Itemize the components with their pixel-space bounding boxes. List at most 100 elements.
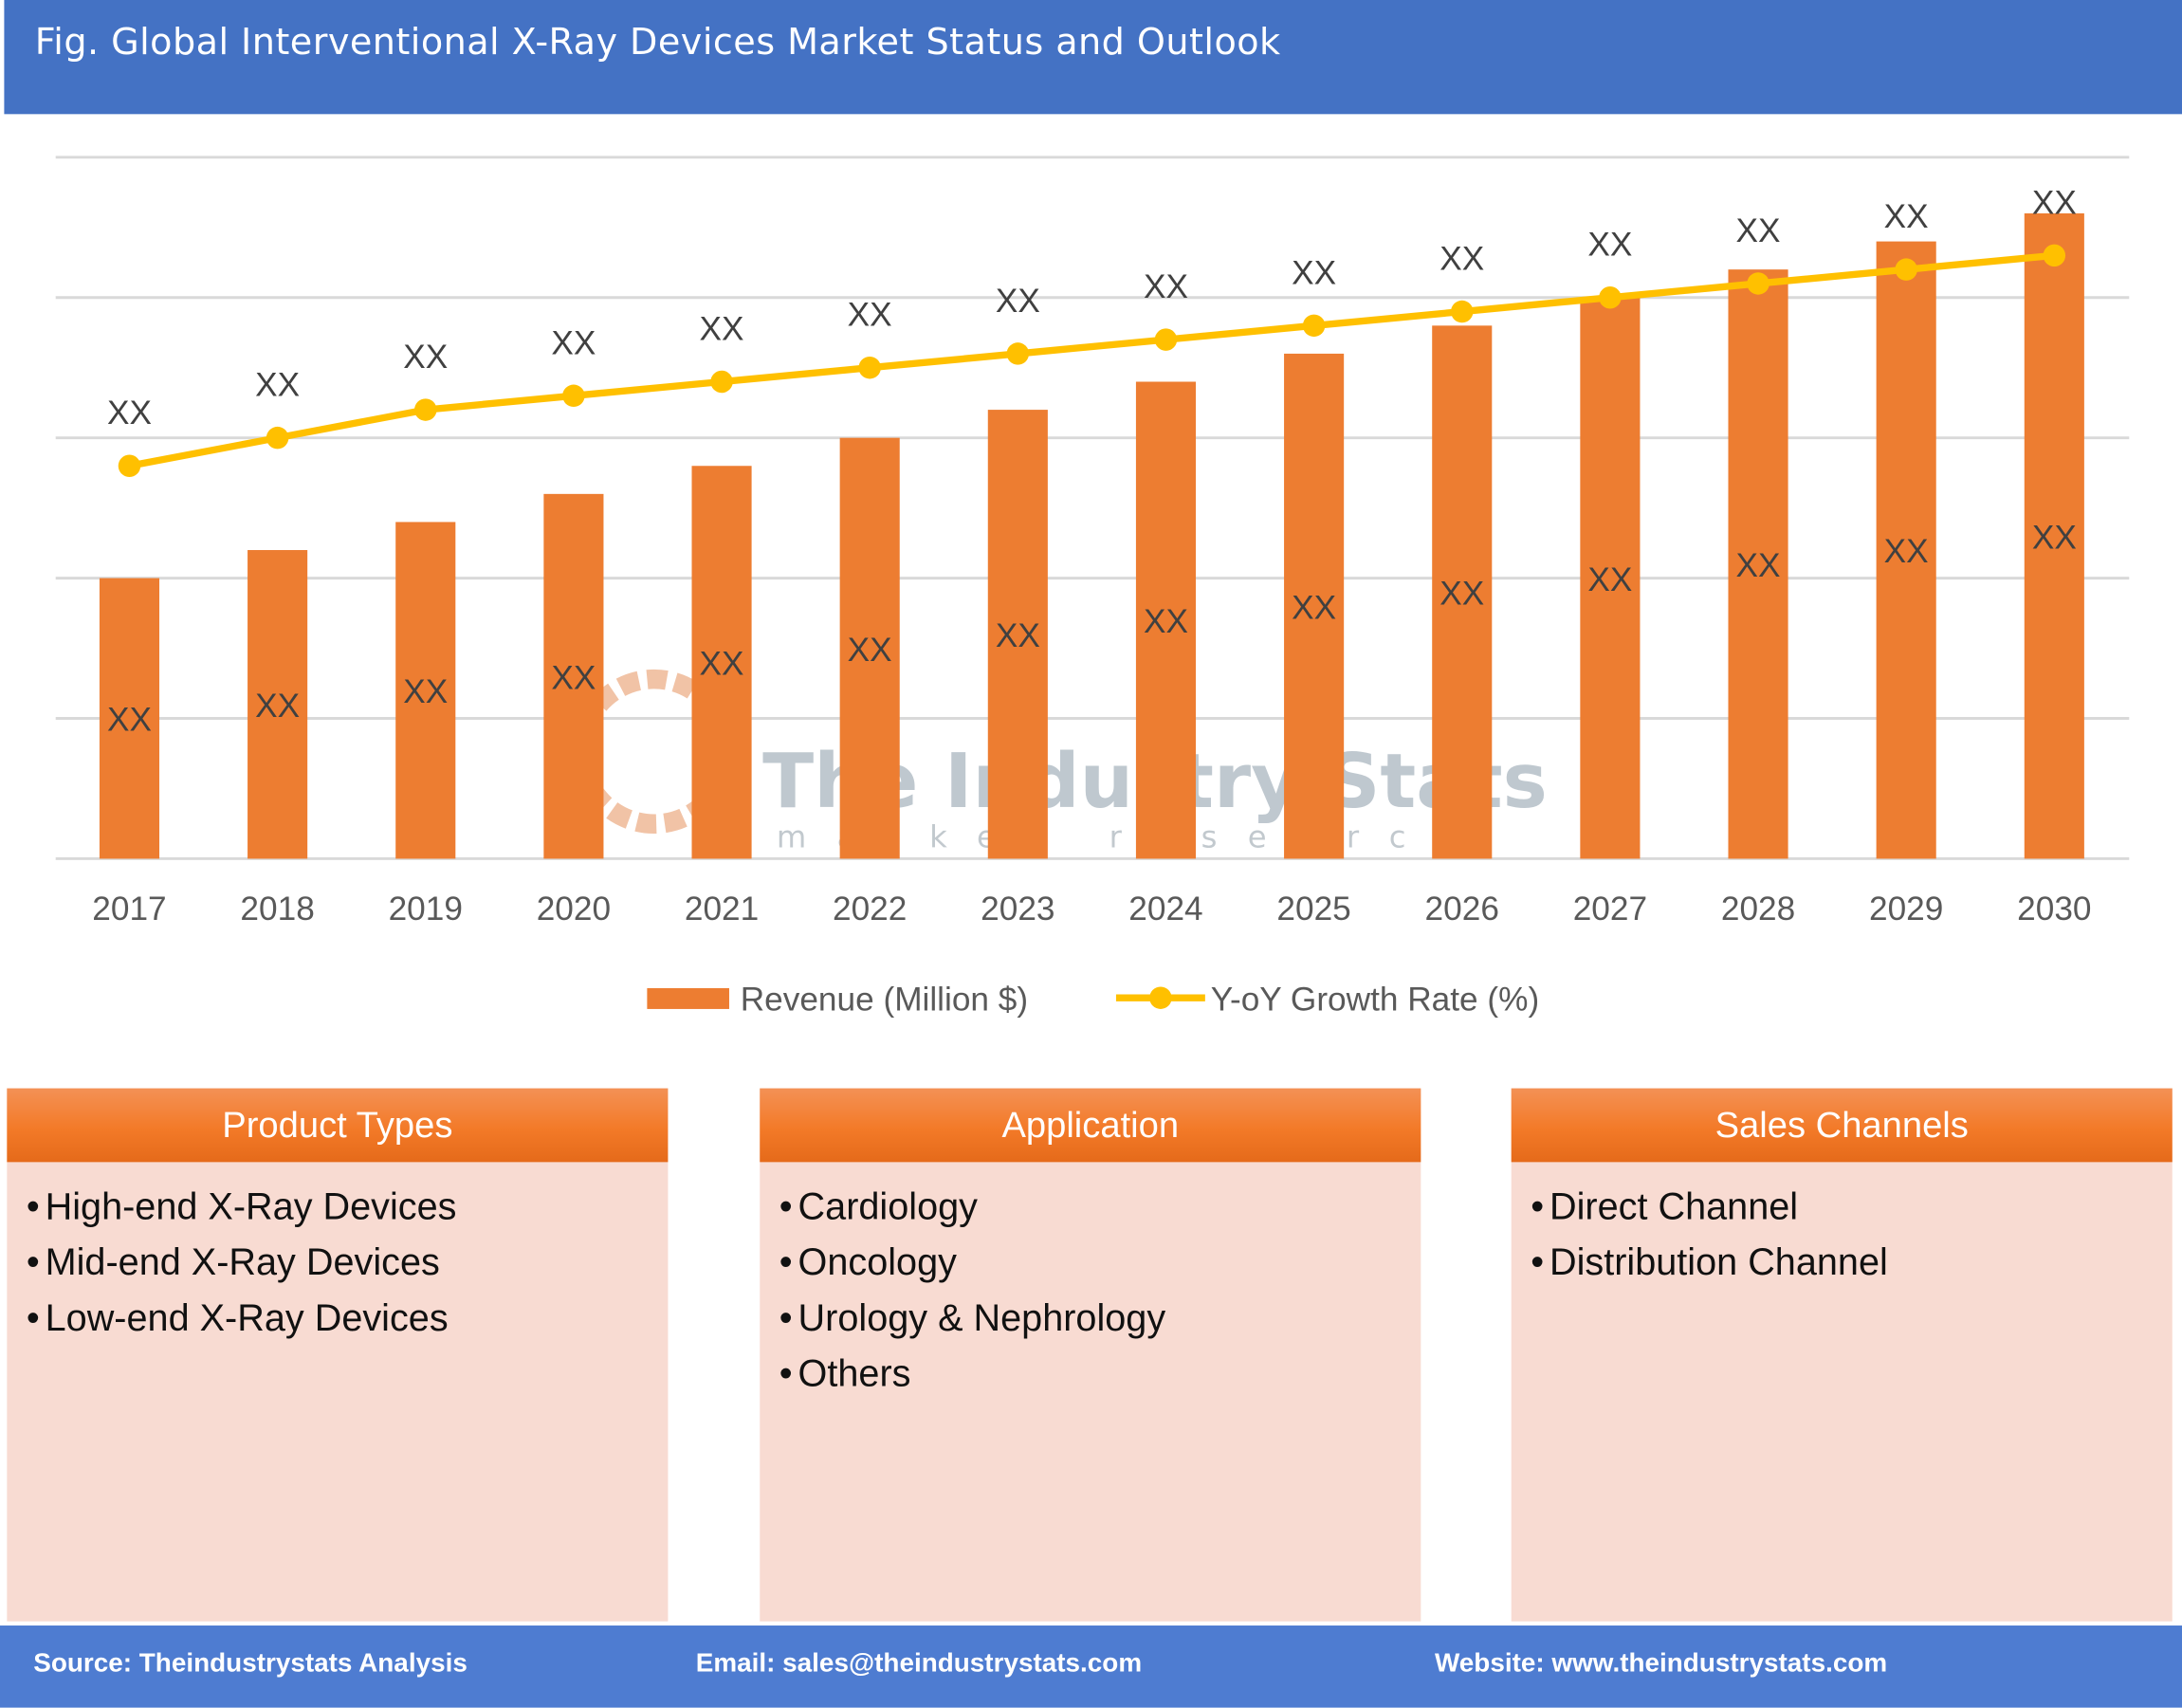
line-point-2028 (1747, 272, 1769, 295)
panel-application: Application Cardiology Oncology Urology … (760, 1088, 1421, 1622)
legend-marker-growth (1149, 986, 1172, 1009)
line-data-label: XX (700, 310, 744, 347)
bar-2022 (839, 437, 900, 859)
chart: The Industry Statsmarket researchXXXXXXX… (55, 156, 2130, 1018)
line-point-2030 (2043, 244, 2066, 267)
bar-data-label: XX (1736, 547, 1781, 584)
bar-data-label: XX (996, 617, 1040, 654)
bar-2028 (1728, 269, 1788, 859)
list-item: Cardiology (779, 1179, 1421, 1235)
bar-2026 (1432, 325, 1493, 859)
legend-label-growth: Y-oY Growth Rate (%) (1211, 981, 1539, 1018)
list-item: Others (779, 1346, 1421, 1402)
line-point-2024 (1154, 328, 1178, 351)
line-point-2027 (1599, 286, 1622, 309)
line-point-2021 (710, 370, 733, 394)
line-data-label: XX (403, 339, 448, 376)
line-point-2018 (266, 426, 289, 450)
line-point-2019 (414, 398, 437, 421)
bar-data-label: XX (848, 632, 892, 669)
bar-data-label: XX (107, 702, 152, 739)
bar-data-label: XX (255, 688, 300, 725)
panel-title: Application (760, 1088, 1421, 1163)
line-data-label: XX (107, 395, 152, 432)
bar-2025 (1284, 353, 1345, 859)
bar-data-label: XX (403, 673, 448, 710)
list-item: High-end X-Ray Devices (27, 1179, 669, 1235)
bar-data-label: XX (551, 659, 596, 696)
line-data-label: XX (1439, 241, 1484, 278)
bar-2021 (691, 466, 752, 859)
footer-website[interactable]: Website: www.theindustrystats.com (1434, 1648, 1888, 1679)
line-point-2020 (562, 384, 585, 408)
page-title: Fig. Global Interventional X-Ray Devices… (34, 22, 1281, 64)
line-point-2022 (858, 356, 881, 379)
bar-data-label: XX (700, 646, 744, 683)
bar-data-label: XX (1587, 561, 1632, 598)
line-point-2023 (1006, 342, 1030, 365)
growth-line (128, 251, 2055, 469)
footer-email[interactable]: Email: sales@theindustrystats.com (695, 1648, 1143, 1679)
x-tick-label: 2027 (1573, 891, 1647, 927)
bar-2024 (1135, 381, 1197, 859)
line-point-2026 (1451, 300, 1474, 323)
x-tick-label: 2030 (2017, 891, 2091, 927)
line-data-label: XX (848, 297, 892, 334)
x-tick-label: 2022 (833, 891, 907, 927)
bar-2029 (1876, 241, 1936, 859)
panel-title: Sales Channels (1511, 1088, 2173, 1163)
line-data-label: XX (255, 367, 300, 404)
x-tick-label: 2023 (981, 891, 1054, 927)
x-tick-label: 2019 (389, 891, 463, 927)
line-data-label: XX (1736, 212, 1781, 249)
bar-data-label: XX (1439, 576, 1484, 613)
bar-2018 (248, 550, 308, 859)
line-point-2025 (1302, 314, 1326, 338)
bar-2019 (395, 522, 456, 859)
list-item: Low-end X-Ray Devices (27, 1290, 669, 1346)
legend-label-revenue: Revenue (Million $) (741, 981, 1028, 1018)
bar-data-label: XX (1144, 603, 1188, 640)
bar-data-label: XX (2032, 519, 2077, 556)
bar-2020 (543, 493, 604, 859)
line-data-label: XX (1587, 227, 1632, 264)
footer-source: Source: Theindustrystats Analysis (33, 1648, 468, 1679)
x-tick-label: 2026 (1425, 891, 1499, 927)
legend-swatch-revenue (647, 987, 729, 1009)
bar-data-label: XX (1884, 533, 1929, 570)
bar-2027 (1580, 297, 1641, 859)
panel-sales-channels: Sales Channels Direct Channel Distributi… (1511, 1088, 2173, 1622)
line-point-2029 (1895, 258, 1917, 281)
bar-data-label: XX (1292, 589, 1336, 626)
bar-2017 (99, 578, 160, 859)
bar-2023 (987, 410, 1048, 859)
x-tick-label: 2024 (1128, 891, 1202, 927)
bar-2030 (2024, 212, 2084, 859)
list-item: Mid-end X-Ray Devices (27, 1235, 669, 1291)
line-data-label: XX (996, 283, 1040, 320)
panel-list: Direct Channel Distribution Channel (1512, 1162, 2173, 1290)
line-point-2017 (118, 454, 141, 478)
line-data-label: XX (2032, 184, 2077, 221)
x-tick-label: 2018 (240, 891, 314, 927)
list-item: Distribution Channel (1531, 1235, 2173, 1291)
header-banner: Fig. Global Interventional X-Ray Devices… (4, 0, 2182, 115)
panel-title: Product Types (7, 1088, 669, 1163)
line-data-label: XX (551, 324, 596, 361)
line-data-label: XX (1144, 268, 1188, 305)
panel-list: Cardiology Oncology Urology & Nephrology… (760, 1162, 1421, 1401)
x-tick-label: 2017 (92, 891, 166, 927)
x-tick-label: 2025 (1276, 891, 1350, 927)
x-tick-label: 2021 (685, 891, 759, 927)
x-tick-label: 2028 (1721, 891, 1795, 927)
list-item: Oncology (779, 1235, 1421, 1291)
panel-product-types: Product Types High-end X-Ray Devices Mid… (7, 1088, 669, 1622)
x-tick-label: 2020 (537, 891, 611, 927)
list-item: Direct Channel (1531, 1179, 2173, 1235)
line-data-label: XX (1292, 254, 1336, 291)
panel-list: High-end X-Ray Devices Mid-end X-Ray Dev… (7, 1162, 668, 1346)
footer: Source: Theindustrystats Analysis Email:… (0, 1625, 2182, 1708)
x-tick-label: 2029 (1869, 891, 1943, 927)
list-item: Urology & Nephrology (779, 1290, 1421, 1346)
